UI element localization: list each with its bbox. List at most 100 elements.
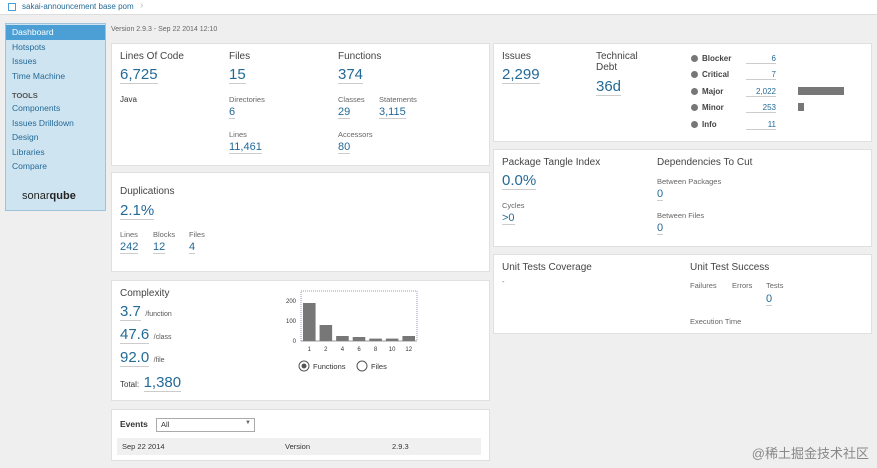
- sidebar-item-hotspots[interactable]: Hotspots: [12, 41, 46, 52]
- severity-major-count[interactable]: 2,022: [746, 87, 776, 97]
- sidebar-item-dashboard[interactable]: Dashboard: [6, 25, 105, 40]
- complexity-total: Total: 1,380: [120, 374, 182, 392]
- total-value[interactable]: 1,380: [143, 374, 182, 392]
- sidebar-item-time-machine[interactable]: Time Machine: [12, 70, 66, 81]
- sidebar-item-issues-drilldown[interactable]: Issues Drilldown: [12, 117, 74, 128]
- dup-blocks-label: Blocks: [153, 230, 176, 239]
- severity-minor-label: Minor: [702, 103, 724, 112]
- project-icon: [8, 3, 16, 11]
- complexity-per-function: 3.7 /function: [120, 303, 172, 321]
- classes-value[interactable]: 29: [338, 106, 351, 119]
- between-files-value[interactable]: 0: [657, 222, 664, 235]
- severity-blocker-label: Blocker: [702, 54, 732, 63]
- x-tick-label: 6: [357, 347, 361, 353]
- watermark: @稀土掘金技术社区: [751, 446, 869, 461]
- between-packages-label: Between Packages: [657, 177, 722, 186]
- events-filter-select[interactable]: All ▼: [156, 418, 255, 432]
- errors-label: Errors: [732, 281, 753, 290]
- sonarqube-logo: sonarqube: [22, 190, 76, 202]
- sidebar-item-compare[interactable]: Compare: [12, 161, 47, 171]
- failures-label: Failures: [690, 281, 717, 290]
- total-label: Total:: [120, 380, 140, 389]
- radio-functions[interactable]: [298, 359, 310, 377]
- event-row: Sep 22 2014 Version 2.9.3: [117, 438, 481, 455]
- functions-label: Functions: [338, 51, 382, 62]
- version-line: Version 2.9.3 - Sep 22 2014 12:10: [111, 26, 218, 33]
- functions-value[interactable]: 374: [338, 66, 364, 84]
- complexity-bar-10: [385, 338, 399, 341]
- success-title: Unit Test Success: [690, 262, 770, 273]
- dup-files-value[interactable]: 4: [189, 241, 196, 254]
- severity-blocker[interactable]: Blocker: [691, 54, 731, 63]
- severity-critical-count[interactable]: 7: [746, 70, 776, 80]
- duplications-value[interactable]: 2.1%: [120, 202, 155, 220]
- duplications-title: Duplications: [120, 186, 175, 197]
- dup-lines-label: Lines: [120, 230, 138, 239]
- tests-value[interactable]: 0: [766, 293, 773, 306]
- severity-info-count[interactable]: 11: [746, 120, 776, 130]
- tests-label: Tests: [766, 281, 784, 290]
- deps-title: Dependencies To Cut: [657, 157, 753, 168]
- tests-widget: Unit Tests Coverage - Unit Test Success …: [493, 254, 872, 334]
- dup-blocks-value[interactable]: 12: [153, 241, 166, 254]
- x-tick-label: 4: [341, 347, 345, 353]
- statements-value[interactable]: 3,115: [379, 106, 406, 119]
- per-function-value[interactable]: 3.7: [120, 303, 141, 321]
- complexity-bar-4: [336, 336, 349, 341]
- per-class-value[interactable]: 47.6: [120, 326, 150, 344]
- dirs-value[interactable]: 6: [229, 106, 236, 119]
- dirs-label: Directories: [229, 95, 265, 104]
- files-value[interactable]: 15: [229, 66, 246, 84]
- debt-value[interactable]: 36d: [596, 78, 622, 96]
- y-tick-label: 100: [286, 319, 297, 325]
- per-class-unit: /class: [153, 334, 172, 341]
- per-file-value[interactable]: 92.0: [120, 349, 150, 367]
- breadcrumb[interactable]: sakai-announcement base pom: [22, 2, 134, 11]
- dup-lines-value[interactable]: 242: [120, 241, 139, 254]
- sidebar-item-issues[interactable]: Issues: [12, 56, 37, 66]
- severity-major[interactable]: Major: [691, 87, 723, 96]
- x-tick-label: 10: [389, 347, 396, 353]
- severity-critical-label: Critical: [702, 70, 730, 79]
- cycles-value[interactable]: >0: [502, 212, 515, 225]
- debt-label-2: Debt: [596, 62, 618, 73]
- minor-icon: [691, 104, 698, 111]
- lines-value[interactable]: 11,461: [229, 141, 262, 154]
- sidebar-item-components[interactable]: Components: [12, 103, 61, 113]
- radio-files-label[interactable]: Files: [371, 362, 387, 371]
- severity-info-label: Info: [702, 120, 717, 129]
- accessors-value[interactable]: 80: [338, 141, 351, 154]
- radio-functions-label[interactable]: Functions: [313, 362, 346, 371]
- radio-selected-icon: [298, 360, 310, 372]
- x-tick-label: 1: [308, 347, 312, 353]
- severity-minor-count[interactable]: 253: [746, 103, 776, 113]
- tangle-value[interactable]: 0.0%: [502, 172, 537, 190]
- issues-label: Issues: [502, 51, 531, 62]
- severity-critical[interactable]: Critical: [691, 70, 729, 79]
- sidebar-item-libraries[interactable]: Libraries: [12, 146, 45, 157]
- accessors-label: Accessors: [338, 130, 373, 139]
- severity-info[interactable]: Info: [691, 120, 717, 129]
- events-filter-value: All: [161, 420, 170, 429]
- x-tick-label: 8: [374, 347, 378, 353]
- complexity-bar-8: [369, 338, 382, 341]
- loc-value[interactable]: 6,725: [120, 66, 158, 84]
- between-packages-value[interactable]: 0: [657, 188, 664, 201]
- severity-minor[interactable]: Minor: [691, 103, 724, 112]
- issues-value[interactable]: 2,299: [502, 66, 540, 84]
- top-bar: sakai-announcement base pom ›: [0, 0, 877, 15]
- severity-blocker-count[interactable]: 6: [746, 54, 776, 64]
- severity-major-label: Major: [702, 87, 724, 96]
- classes-label: Classes: [338, 95, 365, 104]
- radio-files[interactable]: [356, 359, 368, 377]
- per-function-unit: /function: [145, 311, 172, 318]
- logo-text-a: sonar: [22, 190, 50, 202]
- event-date: Sep 22 2014: [122, 442, 165, 451]
- info-icon: [691, 121, 698, 128]
- y-tick-label: 200: [286, 299, 297, 305]
- complexity-bar-12: [402, 336, 415, 341]
- sidebar-item-design[interactable]: Design: [12, 132, 39, 142]
- severity-bar-major: [798, 87, 844, 95]
- x-tick-label: 12: [405, 347, 412, 353]
- radio-unselected-icon: [356, 360, 368, 372]
